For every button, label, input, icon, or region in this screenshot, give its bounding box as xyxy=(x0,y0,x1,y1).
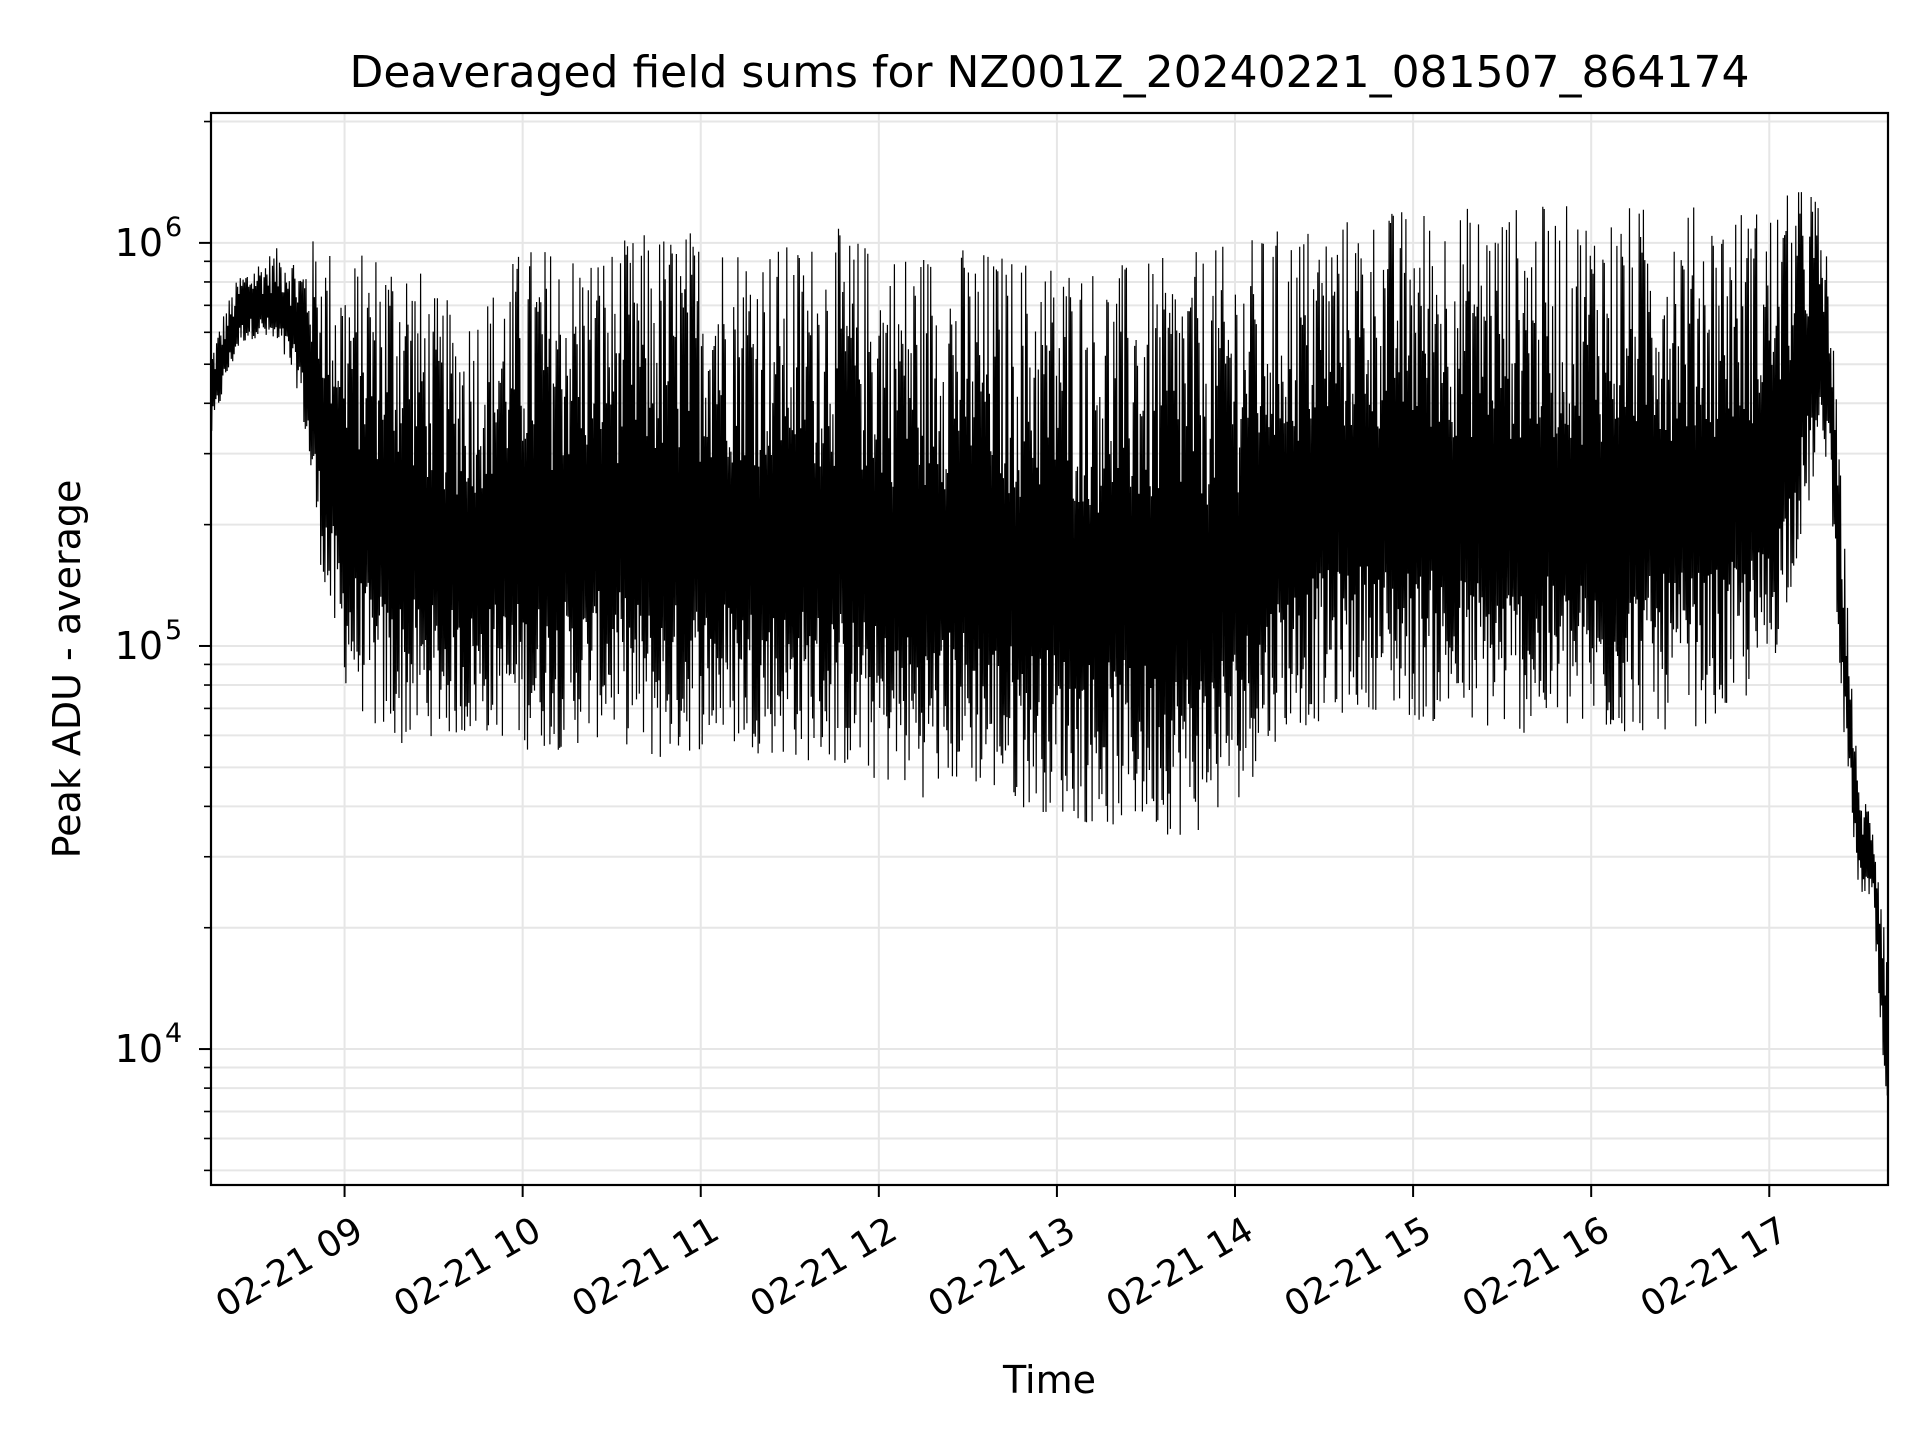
y-axis-label: Peak ADU - average xyxy=(45,480,89,859)
y-tick-label-exponent: 6 xyxy=(165,212,182,243)
y-tick-label-exponent: 4 xyxy=(165,1018,182,1049)
y-tick-label-base: 10 xyxy=(115,221,163,265)
series-line xyxy=(210,192,1889,1096)
x-axis-label: Time xyxy=(1002,1358,1096,1402)
y-tick-label-exponent: 5 xyxy=(165,615,182,646)
data-series xyxy=(210,192,1889,1096)
chart-title: Deaveraged field sums for NZ001Z_2024022… xyxy=(349,47,1749,98)
y-tick-label-base: 10 xyxy=(115,1027,163,1071)
y-tick-label-base: 10 xyxy=(115,624,163,668)
plot-frame xyxy=(209,111,1890,1187)
